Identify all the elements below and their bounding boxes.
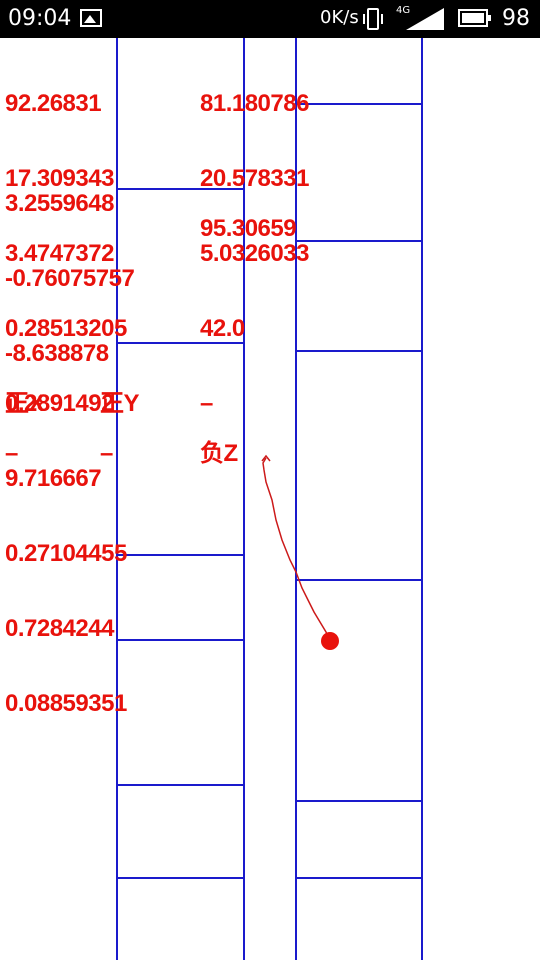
value: 81.180786 — [200, 90, 309, 117]
value: 92.26831 — [5, 90, 102, 117]
value: -8.638878 — [5, 340, 109, 367]
value: 0.27104455 — [5, 540, 127, 567]
value: 0.2891492 — [5, 390, 114, 417]
direction-z: – — [200, 390, 213, 417]
direction-y: 正Y — [100, 390, 140, 417]
value: 3.2559648 — [5, 190, 114, 217]
clock: 09:04 — [8, 6, 72, 31]
network-speed: 0K/s — [320, 7, 359, 28]
value: 17.309343 — [5, 165, 114, 192]
value: 95.30659 — [200, 215, 297, 242]
ball-trail — [262, 457, 331, 642]
trail-arrow-icon — [261, 454, 271, 462]
signal-icon — [406, 8, 444, 30]
battery-level: 98 — [502, 6, 530, 31]
value: 0.08859351 — [5, 690, 127, 717]
value: 42.0 — [200, 315, 245, 342]
ball — [321, 632, 339, 650]
value: 20.578331 — [200, 165, 309, 192]
value: -0.76075757 — [5, 265, 135, 292]
vibrate-icon — [363, 8, 383, 30]
readout-group4: 0.27104455 0.7284244 0.08859351 — [5, 491, 127, 741]
image-icon — [80, 9, 102, 27]
direction-x-neg: – — [5, 440, 18, 467]
readout-group2-right: 95.30659 — [200, 166, 297, 266]
status-bar: 09:04 0K/s 4G 98 — [0, 0, 540, 38]
battery-icon — [458, 9, 491, 27]
readout-group1-right: 81.180786 20.578331 5.0326033 — [200, 41, 309, 291]
readout-group3-right: 42.0 — [200, 266, 245, 366]
maze-board[interactable] — [0, 38, 540, 960]
value: 0.7284244 — [5, 615, 114, 642]
value: 5.0326033 — [200, 240, 309, 267]
readout-group1: 92.26831 17.309343 3.4747372 — [5, 41, 114, 291]
readout-group3: 0.28513205 0.2891492 9.716667 — [5, 266, 127, 516]
value: 0.28513205 — [5, 315, 127, 342]
direction-x: 正X — [5, 390, 45, 417]
readout-group2: 3.2559648 -0.76075757 -8.638878 — [5, 141, 135, 391]
value: 9.716667 — [5, 465, 102, 492]
direction-y-neg: – — [100, 440, 113, 467]
value: 3.4747372 — [5, 240, 114, 267]
network-type: 4G — [396, 5, 411, 16]
maze-walls — [116, 38, 423, 960]
game-area[interactable] — [0, 38, 540, 960]
direction-z-neg: 负Z — [200, 440, 238, 467]
